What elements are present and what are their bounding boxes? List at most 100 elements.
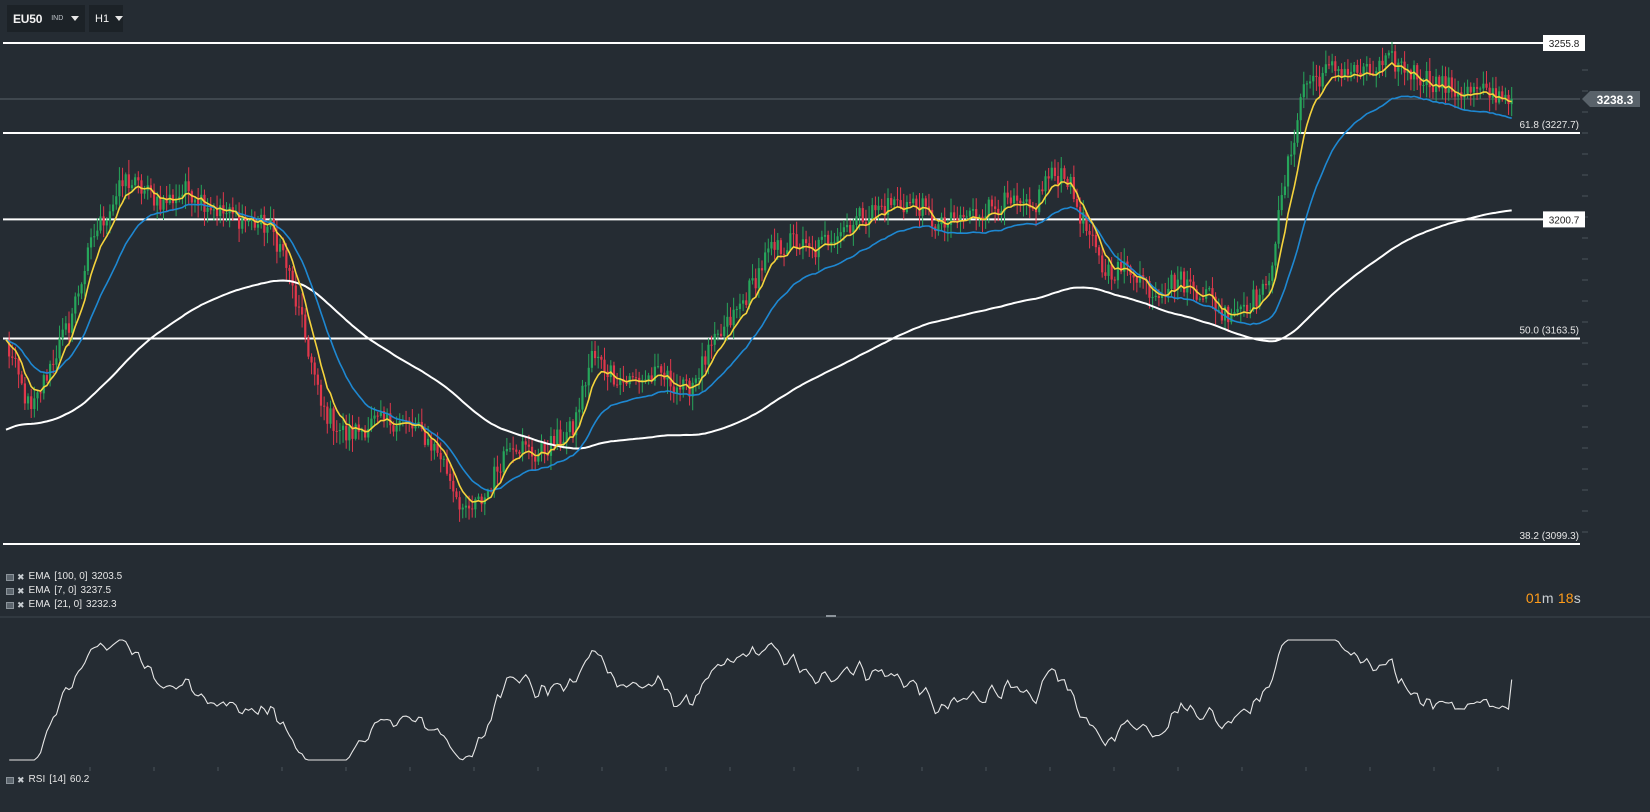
candle-body [477, 496, 480, 500]
candle-body [625, 382, 628, 385]
candle-body [845, 224, 849, 228]
candle-body [1475, 86, 1479, 89]
candle-body [338, 429, 341, 432]
candle-body [1337, 69, 1340, 72]
close-icon[interactable]: ✖ [17, 775, 25, 785]
candle-body [1223, 306, 1227, 321]
candle-body [190, 191, 193, 203]
candle-body [1028, 199, 1031, 208]
candle-body [1230, 314, 1233, 323]
chevron-down-icon[interactable] [115, 16, 124, 21]
candle-body [956, 217, 959, 221]
rsi-line [9, 639, 1513, 761]
candle-body [1390, 51, 1394, 53]
candle-body [751, 278, 754, 281]
candle-body [354, 424, 357, 439]
settings-icon[interactable] [6, 587, 14, 595]
pane-resize-handle[interactable] [826, 615, 836, 617]
candle-body [968, 210, 971, 217]
candle-body [1016, 195, 1019, 201]
close-icon[interactable]: ✖ [17, 586, 25, 596]
settings-icon[interactable] [6, 601, 14, 609]
candle-body [1006, 192, 1009, 198]
candle-body [341, 425, 345, 430]
candle-body [685, 379, 688, 381]
candle-body [316, 374, 319, 385]
candle-body [452, 480, 455, 492]
candle-body [89, 237, 93, 248]
candle-body [515, 449, 518, 452]
current-price-tag [1582, 91, 1640, 108]
candle-body [650, 375, 653, 382]
candle-body [1349, 71, 1353, 75]
candle-body [17, 358, 20, 375]
current-price-label: 3238.3 [1597, 93, 1634, 107]
close-icon[interactable]: ✖ [17, 572, 25, 582]
candle-body [178, 196, 181, 199]
candle-body [1132, 274, 1135, 278]
candle-body [99, 216, 102, 231]
candle-body [1094, 234, 1097, 248]
candle-body [1302, 84, 1305, 98]
candle-body [975, 209, 978, 218]
candle-body [946, 224, 949, 228]
candle-body [234, 212, 238, 214]
candle-body [1120, 261, 1123, 272]
chevron-down-icon[interactable] [71, 16, 80, 21]
candle-body [288, 267, 291, 271]
candle-body [1242, 304, 1246, 307]
candle-body [1227, 306, 1230, 323]
candle-body [112, 204, 115, 212]
candle-body [634, 377, 638, 379]
candle-body [1057, 176, 1060, 185]
candle-body [1079, 206, 1082, 224]
candle-body [1063, 168, 1066, 179]
candle-body [33, 398, 36, 410]
timeframe-selector[interactable]: H1 [89, 5, 124, 32]
candle-body [805, 239, 808, 244]
candle-body [326, 406, 329, 424]
candle-body [1321, 72, 1324, 87]
settings-icon[interactable] [6, 573, 14, 581]
candle-body [455, 491, 458, 498]
close-icon[interactable]: ✖ [17, 600, 25, 610]
candle-body [597, 356, 600, 359]
candle-body [1041, 189, 1044, 192]
candle-body [209, 207, 212, 211]
candle-body [11, 356, 14, 358]
candle-body [376, 415, 379, 417]
candle-body [530, 446, 534, 457]
candle-body [644, 379, 647, 381]
candle-body [726, 316, 729, 327]
countdown-minutes-unit: m [1541, 590, 1554, 606]
level-label: 61.8 (3227.7) [1520, 120, 1580, 131]
candle-body [1428, 70, 1431, 88]
candle-body [562, 441, 565, 445]
candle-body [1053, 167, 1057, 177]
legend-ema-100: ✖ EMA [100, 0] 3203.5 [6, 570, 122, 584]
candle-body [39, 392, 42, 394]
candle-body [67, 323, 71, 333]
candle-body [1277, 210, 1280, 244]
timeframe-label: H1 [95, 12, 110, 25]
candle-body [830, 242, 833, 244]
candle-body [1362, 66, 1365, 76]
settings-icon[interactable] [6, 776, 14, 784]
candle-body [508, 448, 512, 450]
candle-body [1104, 272, 1107, 276]
candle-body [1406, 70, 1409, 73]
candle-body [691, 382, 694, 397]
candle-body [1116, 261, 1120, 281]
candle-body [58, 338, 61, 359]
candle-body [864, 222, 868, 225]
legend-rsi-value: 60.2 [69, 774, 90, 785]
candle-body [83, 271, 86, 285]
candle-body [619, 379, 622, 385]
candle-body [310, 356, 313, 363]
candle-body [836, 236, 839, 242]
level-label: 3255.8 [1549, 39, 1580, 50]
horizontal-levels[interactable]: 3255.8 61.8 (3227.7) 3200.7 50.0 (3163.5) 38… [3, 35, 1585, 545]
candle-body [1044, 176, 1047, 192]
symbol-selector[interactable]: EU50 IND [7, 5, 85, 32]
